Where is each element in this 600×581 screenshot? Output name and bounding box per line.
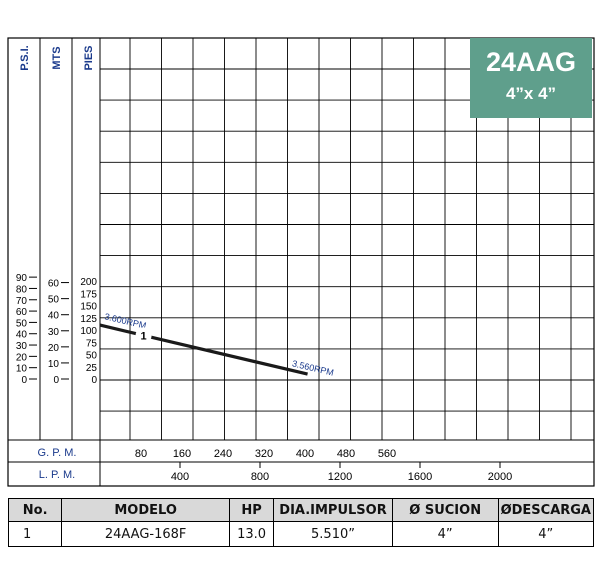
pies-tick-label: 100 (80, 326, 97, 337)
header-modelo: MODELO (61, 498, 230, 522)
gpm-tick-label: 240 (214, 448, 232, 460)
pies-tick-label: 0 (91, 375, 97, 386)
header-dia-impulsor: DIA.IMPULSOR (273, 498, 393, 522)
curve-line (99, 323, 308, 376)
psi-tick-label: 20 (16, 352, 28, 363)
gpm-axis-title: G. P. M. (38, 447, 77, 459)
cell-descarga: 4” (497, 521, 595, 547)
psi-tick-label: 30 (16, 341, 28, 352)
psi-tick-label: 0 (21, 375, 27, 386)
pies-tick-label: 150 (80, 302, 97, 313)
model-size: 4”x 4” (505, 84, 557, 103)
psi-tick-label: 70 (16, 296, 28, 307)
header-sucion: Ø SUCION (391, 498, 499, 522)
gpm-tick-label: 480 (337, 448, 355, 460)
psi-tick-label: 50 (16, 318, 28, 329)
spec-table: No. MODELO HP DIA.IMPULSOR Ø SUCION ØDES… (7, 498, 595, 547)
mts-tick-label: 40 (48, 311, 60, 322)
lpm-tick-label: 400 (171, 471, 189, 483)
mts-tick-label: 30 (48, 327, 60, 338)
cell-hp: 13.0 (228, 521, 275, 547)
curve-end-label: 3.560RPM (291, 358, 335, 378)
pies-axis-title: PIES (83, 45, 95, 70)
mts-axis-title: MTS (51, 46, 63, 69)
table-row: 1 24AAG-168F 13.0 5.510” 4” 4” (7, 521, 595, 547)
lpm-tick-label: 800 (251, 471, 269, 483)
pies-tick-label: 50 (86, 351, 98, 362)
spec-header-row: No. MODELO HP DIA.IMPULSOR Ø SUCION ØDES… (7, 498, 595, 522)
mts-tick-label: 60 (48, 279, 60, 290)
header-no: No. (7, 498, 63, 522)
cell-modelo: 24AAG-168F (61, 521, 230, 547)
header-hp: HP (228, 498, 275, 522)
lpm-tick-label: 1200 (328, 471, 352, 483)
psi-tick-label: 90 (16, 273, 28, 284)
gpm-tick-label: 400 (296, 448, 314, 460)
pies-tick-label: 125 (80, 314, 97, 325)
chart-frame (7, 37, 595, 487)
lpm-tick-label: 1600 (408, 471, 432, 483)
gpm-tick-label: 320 (255, 448, 273, 460)
pies-tick-label: 75 (86, 338, 98, 349)
psi-tick-label: 60 (16, 307, 28, 318)
gpm-tick-label: 560 (378, 448, 396, 460)
psi-axis-title: P.S.I. (19, 45, 31, 70)
psi-tick-label: 80 (16, 284, 28, 295)
cell-no: 1 (7, 521, 63, 547)
mts-tick-label: 10 (48, 359, 60, 370)
pump-curve-chart: P.S.I. MTS PIES010203040506070809001020304… (7, 37, 595, 487)
pies-tick-label: 175 (80, 289, 97, 300)
curve-number-bg (135, 327, 152, 344)
curve-number-label: 1 (141, 330, 147, 342)
pies-tick-label: 200 (80, 277, 97, 288)
gpm-tick-label: 160 (173, 448, 191, 460)
pies-tick-label: 25 (86, 363, 98, 374)
lpm-tick-label: 2000 (488, 471, 512, 483)
mts-tick-label: 50 (48, 295, 60, 306)
cell-dia-impulsor: 5.510” (273, 521, 393, 547)
mts-tick-label: 0 (53, 375, 59, 386)
lpm-axis-title: L. P. M. (39, 469, 75, 481)
header-descarga: ØDESCARGA (497, 498, 595, 522)
cell-sucion: 4” (391, 521, 499, 547)
psi-tick-label: 40 (16, 330, 28, 341)
gpm-tick-label: 80 (135, 448, 147, 460)
psi-tick-label: 10 (16, 364, 28, 375)
model-name: 24AAG (485, 47, 577, 77)
mts-tick-label: 20 (48, 343, 60, 354)
model-badge: 24AAG 4”x 4” (470, 38, 592, 118)
